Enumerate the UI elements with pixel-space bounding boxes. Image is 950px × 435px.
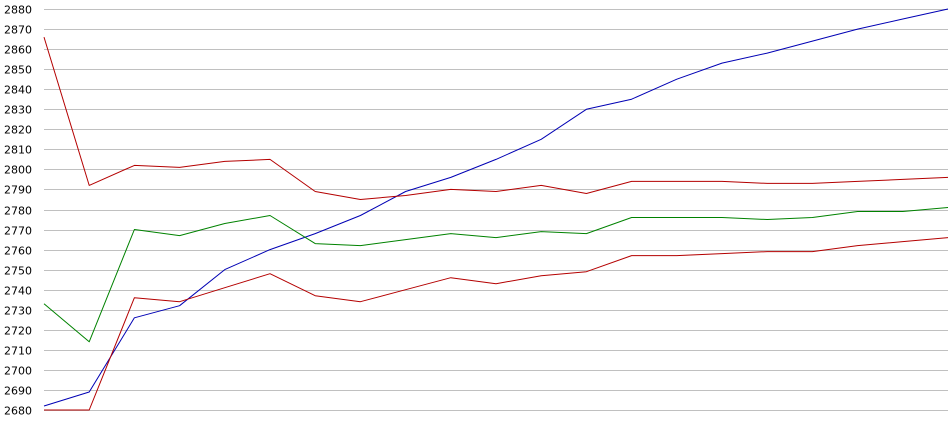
y-tick-label: 2680 bbox=[4, 405, 32, 418]
y-tick-label: 2710 bbox=[4, 345, 32, 358]
y-tick-label: 2880 bbox=[4, 4, 32, 17]
y-tick-label: 2740 bbox=[4, 285, 32, 298]
series-line-2 bbox=[43, 36, 949, 200]
y-axis-labels: 2680 2690 2700 2710 2720 2730 2740 2750 2760 2770… bbox=[4, 4, 32, 418]
series-layer bbox=[43, 8, 949, 411]
y-tick-label: 2820 bbox=[4, 124, 32, 137]
y-tick-label: 2720 bbox=[4, 325, 32, 338]
y-tick-label: 2790 bbox=[4, 184, 32, 197]
series-line-4 bbox=[44, 237, 949, 411]
y-tick-label: 2830 bbox=[4, 104, 32, 117]
y-tick-label: 2700 bbox=[4, 365, 32, 378]
grid-lines bbox=[44, 9, 948, 411]
y-tick-label: 2850 bbox=[4, 64, 32, 77]
y-tick-label: 2870 bbox=[4, 24, 32, 37]
series-line-1 bbox=[43, 8, 949, 407]
y-tick-label: 2750 bbox=[4, 265, 32, 278]
y-tick-label: 2730 bbox=[4, 305, 32, 318]
y-tick-label: 2860 bbox=[4, 44, 32, 57]
y-tick-label: 2810 bbox=[4, 144, 32, 157]
y-tick-label: 2800 bbox=[4, 164, 32, 177]
y-tick-label: 2760 bbox=[4, 245, 32, 258]
y-tick-label: 2690 bbox=[4, 385, 32, 398]
y-tick-label: 2840 bbox=[4, 84, 32, 97]
y-tick-label: 2770 bbox=[4, 225, 32, 238]
series-line-3 bbox=[43, 207, 949, 343]
y-tick-label: 2780 bbox=[4, 205, 32, 218]
